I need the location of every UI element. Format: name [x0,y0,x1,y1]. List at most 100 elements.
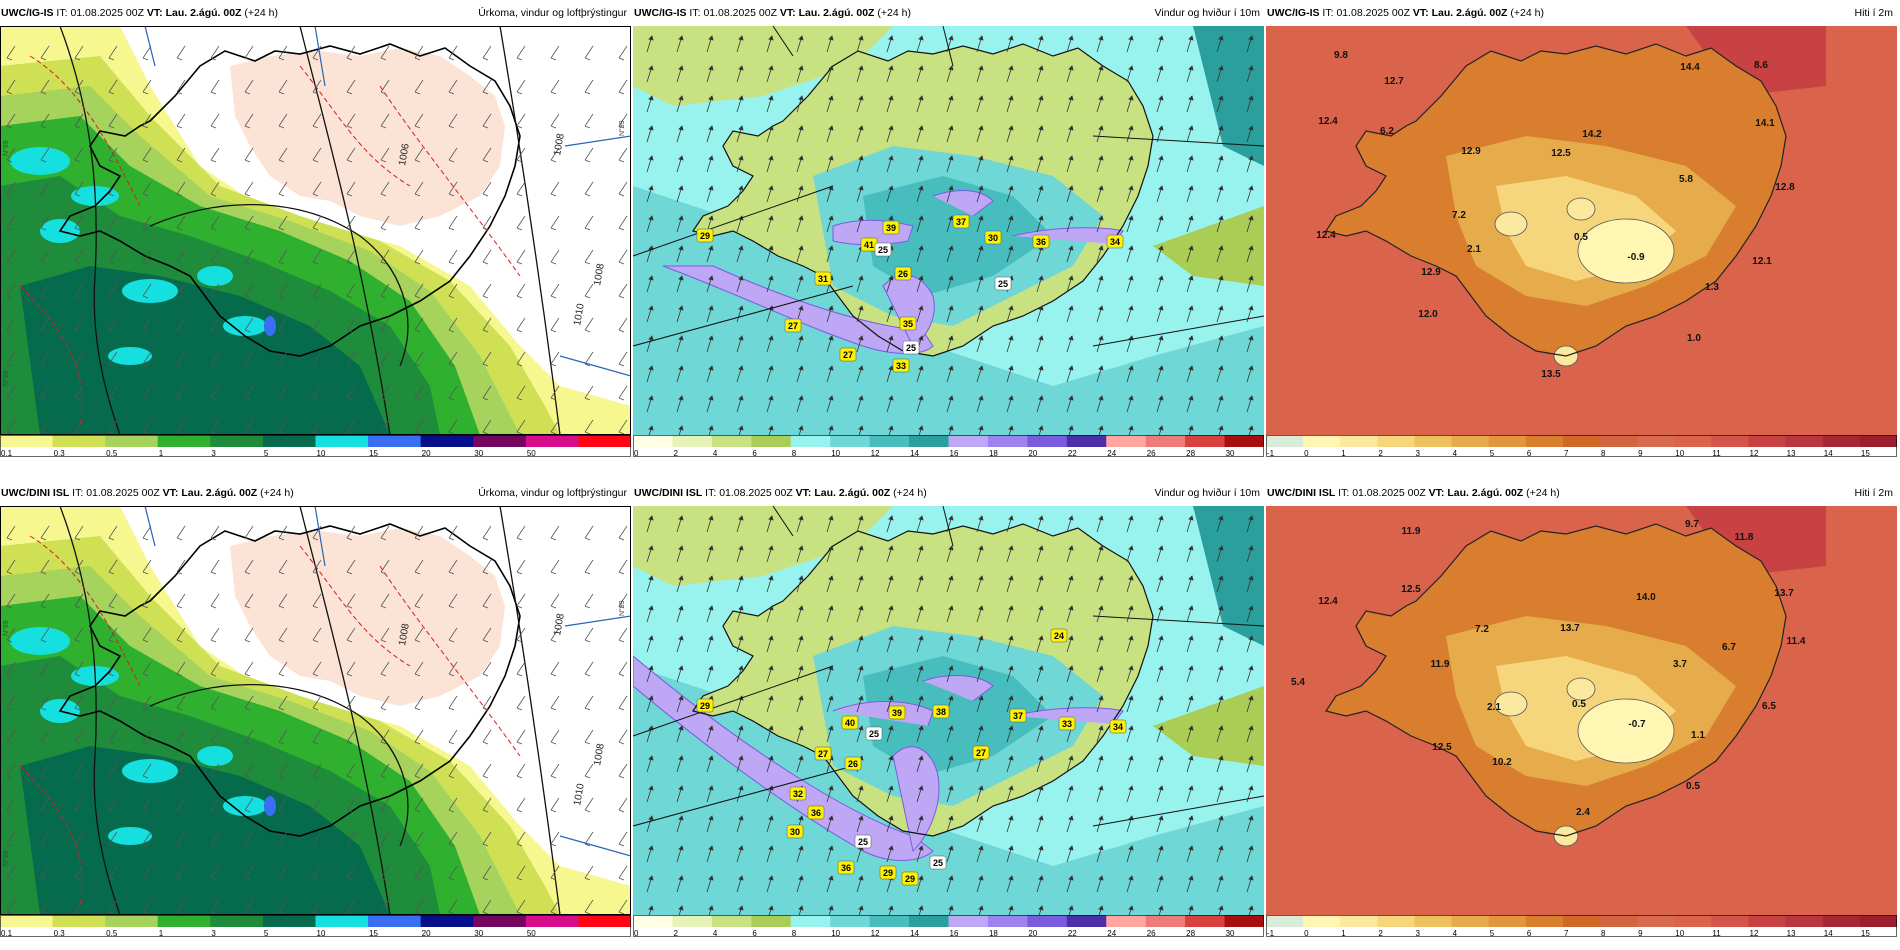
scale-swatch [1562,435,1601,447]
scale-tick-label: 4 [713,449,718,457]
temperature-isoline [299,65,411,187]
isobar-label: 1008 [592,742,607,766]
scale-swatch [368,435,422,447]
scale-swatch [315,435,369,447]
scale-tick-label: 22 [1068,929,1077,937]
glacier-area [1577,698,1675,764]
graticule-line [1092,615,1264,627]
temperature-value-label: -0.7 [1628,719,1646,730]
scale-swatch [1145,435,1186,447]
scale-swatch [1377,915,1415,927]
temperature-value-label: 1.3 [1705,282,1719,293]
temperature-value-label: 9.8 [1334,50,1348,61]
svg-text:36: 36 [811,808,821,818]
map-panel-dini-wind: UWC/DINI ISL IT: 01.08.2025 00Z VT: Lau.… [633,480,1264,937]
scale-swatch [578,435,631,447]
wind-area [863,176,1053,296]
gust-value-label: 26 [894,266,912,281]
scale-tick-label: 6 [752,449,757,457]
gust-value-label: 36 [837,860,855,875]
scale-swatch [909,915,949,927]
scale-tick-label: 4 [1453,449,1458,457]
scale-tick-label: 20 [1028,929,1037,937]
temperature-value-label: 0.5 [1572,699,1586,710]
svg-text:37: 37 [956,217,966,227]
coastline [58,43,521,357]
scale-swatch [525,915,579,927]
graticule-label: N°99 [2,850,10,866]
temperature-value-label: 5.8 [1679,174,1693,185]
scale-swatch [633,915,673,927]
gust-value-label: 25 [902,340,920,355]
scale-tick-label: 10 [1675,449,1684,457]
scale-swatch [830,435,871,447]
scale-tick-label: 50 [527,929,536,937]
temperature-value-label: 12.8 [1775,182,1795,193]
scale-swatch [1748,915,1787,927]
scale-swatch [1637,435,1675,447]
scale-swatch [1145,915,1186,927]
temperature-value-label: 8.6 [1754,60,1768,71]
gust-value-label: 31 [814,271,832,286]
scale-swatch [751,435,792,447]
scale-tick-label: 2 [1378,929,1383,937]
temperature-value-label: 13.7 [1560,623,1580,634]
lead-time: (+24 h) [893,487,927,499]
scale-tick-label: 5 [264,449,269,457]
scale-frame [0,915,631,937]
temperature-value-label: 12.9 [1461,146,1481,157]
gust-value-label: 25 [854,834,872,849]
scale-tick-label: 3 [211,449,216,457]
temperature-value-label: 12.7 [1384,76,1404,87]
vt-label: VT: [779,7,796,19]
svg-text:35: 35 [903,319,913,329]
scale-tick-label: 8 [1601,929,1606,937]
temperature-value-label: 14.4 [1680,62,1700,73]
isobar [499,26,561,435]
glacier-area [1494,691,1528,717]
vt-label: VT: [795,487,812,499]
color-scale: 0 2 4 6 8 10 12 14 16 18 20 22 24 26 28 30 [633,435,1264,457]
svg-text:37: 37 [1013,711,1023,721]
svg-text:32: 32 [793,789,803,799]
scale-swatch [0,915,54,927]
isobar-label: 1010 [572,302,587,326]
graticule-line [942,26,954,67]
vt-label: VT: [1428,487,1445,499]
vt-label: VT: [146,7,163,19]
isobar [149,204,409,367]
model-label: UWC/IG-IS [1267,7,1320,19]
wind-arrows [646,515,1254,915]
temperature-value-label: 12.4 [1316,230,1336,241]
scale-tick-label: 20 [422,929,431,937]
map-panel-ig-temp: UWC/IG-IS IT: 01.08.2025 00Z VT: Lau. 2.… [1266,0,1897,457]
map-panel-ig-wind: UWC/IG-IS IT: 01.08.2025 00Z VT: Lau. 2.… [633,0,1264,457]
panel-header: UWC/DINI ISL IT: 01.08.2025 00Z VT: Lau.… [0,480,631,506]
scale-swatch [1488,435,1527,447]
temperature-value-label: 13.7 [1774,588,1794,599]
coastline [692,523,1154,837]
scale-tick-label: 6 [1527,929,1532,937]
svg-text:40: 40 [845,718,855,728]
temperature-value-label: 0.5 [1574,232,1588,243]
scale-swatch [1224,435,1264,447]
scale-swatch [948,435,989,447]
gust-area [633,655,934,861]
precip-cell [197,266,233,286]
wind-area [1153,206,1264,286]
graticule-line [1092,795,1264,827]
scale-swatch [1066,915,1107,927]
scale-tick-label: 11 [1712,929,1721,937]
scale-swatch [1525,915,1564,927]
temperature-value-label: 12.5 [1432,742,1452,753]
panel-title: Vindur og hviður í 10m [1154,7,1260,19]
map-image: 9.8 12.7 14.4 8.6 12.4 6.2 12.9 12.5 14.2 14.1 5.8… [1266,26,1897,435]
scale-swatch [52,435,106,447]
temperature-value-label: 1.1 [1691,730,1705,741]
temperature-value-label: -0.9 [1627,252,1645,263]
wind-area [633,26,893,106]
coastline [692,43,1154,357]
model-label: UWC/DINI ISL [1,487,70,499]
scale-tick-label: 8 [792,929,797,937]
scale-tick-label: 12 [1750,929,1759,937]
